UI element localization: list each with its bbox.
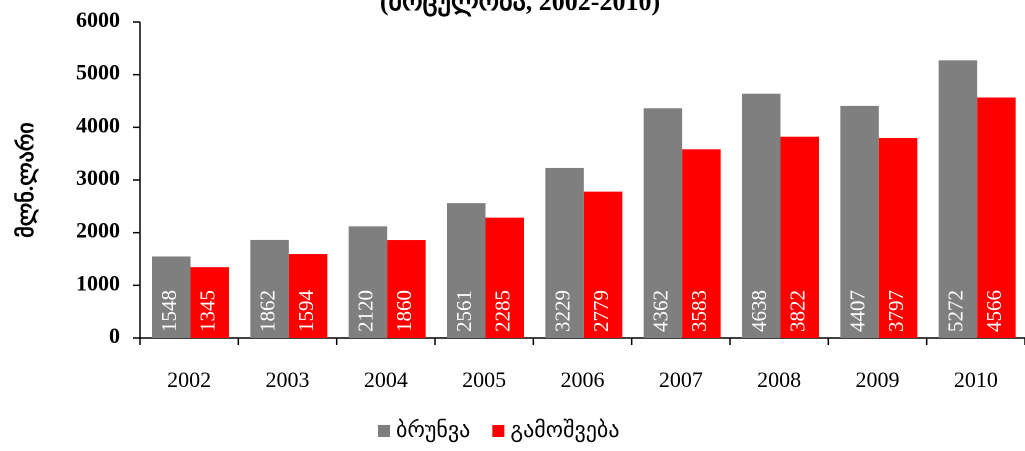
- value-label: 3229: [550, 290, 574, 332]
- x-tick-label: 2006: [561, 367, 605, 392]
- bar: [878, 138, 918, 338]
- value-label: 4407: [845, 290, 869, 332]
- value-label: 2120: [354, 290, 378, 332]
- bar: [387, 240, 426, 338]
- chart-title: (მოცულობა, 2002-2010): [380, 0, 660, 17]
- legend-label: ბრუნვა: [396, 417, 470, 443]
- bar: [545, 167, 584, 338]
- x-tick-label: 2008: [757, 367, 801, 392]
- value-label: 3797: [884, 290, 908, 332]
- value-label: 4638: [747, 290, 771, 332]
- value-label: 1594: [294, 290, 318, 333]
- bar: [780, 136, 819, 338]
- bar: [977, 97, 1016, 338]
- value-label: 2285: [491, 290, 515, 332]
- y-tick-label: 5000: [76, 60, 120, 85]
- bar: [840, 105, 879, 338]
- y-tick-label: 4000: [76, 112, 120, 137]
- legend-swatch: [378, 425, 390, 437]
- value-label: 1345: [196, 290, 220, 332]
- value-label: 1862: [255, 290, 279, 332]
- y-tick-label: 2000: [76, 218, 120, 243]
- bar: [190, 267, 229, 338]
- value-label: 2561: [452, 290, 476, 332]
- bar: [583, 191, 623, 338]
- y-axis-label: მლნ.ლარი: [13, 122, 39, 237]
- bar: [742, 93, 781, 339]
- bar: [288, 254, 328, 338]
- y-tick-label: 1000: [76, 270, 120, 295]
- bar: [447, 203, 486, 338]
- value-label: 2779: [589, 290, 613, 332]
- y-tick-label: 6000: [76, 7, 120, 32]
- bar: [682, 149, 721, 338]
- value-label: 1860: [392, 290, 416, 332]
- x-tick-label: 2009: [856, 367, 900, 392]
- value-label: 5272: [944, 290, 968, 332]
- bar: [485, 217, 524, 338]
- value-label: 3822: [786, 290, 810, 332]
- value-label: 3583: [687, 290, 711, 332]
- legend-label: გამოშვება: [510, 417, 619, 443]
- x-tick-label: 2003: [266, 367, 310, 392]
- bar: [938, 60, 978, 338]
- y-tick-label: 0: [109, 323, 120, 348]
- x-tick-label: 2010: [954, 367, 998, 392]
- x-tick-label: 2002: [167, 367, 211, 392]
- bar: [152, 256, 191, 338]
- x-tick-label: 2007: [659, 367, 703, 392]
- value-label: 1548: [157, 290, 181, 332]
- value-label: 4566: [982, 290, 1006, 332]
- legend-swatch: [492, 425, 505, 437]
- bar: [250, 239, 289, 338]
- bar: [348, 226, 388, 338]
- y-tick-label: 3000: [76, 165, 120, 190]
- bar: [643, 108, 683, 338]
- value-label: 4362: [649, 290, 673, 332]
- x-tick-label: 2004: [364, 367, 408, 392]
- x-tick-label: 2005: [462, 367, 506, 392]
